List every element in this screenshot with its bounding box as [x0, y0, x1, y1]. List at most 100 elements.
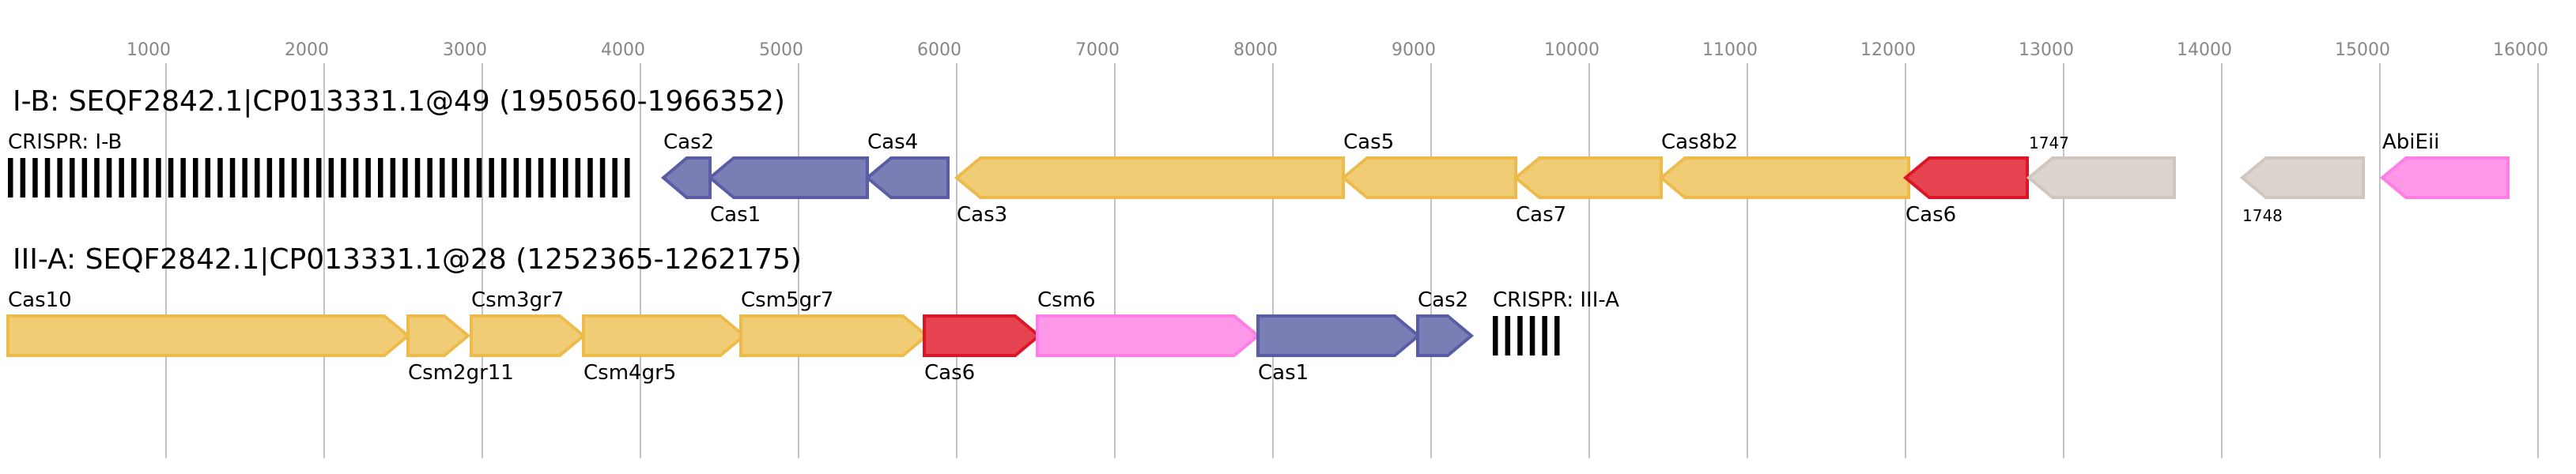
gene-label: Csm3gr7: [471, 288, 564, 312]
crispr-repeat: [81, 158, 88, 198]
crispr-repeat: [44, 158, 51, 198]
gene-cas5[interactable]: Cas5: [1340, 130, 1517, 199]
gene-arrow: [1340, 156, 1517, 199]
crispr-repeat: [279, 158, 285, 198]
crispr-repeat: [501, 158, 507, 198]
gene-arrow: [1513, 156, 1663, 199]
gene-cas1[interactable]: Cas1: [1256, 314, 1422, 385]
gene-label: CRISPR: III-A: [1493, 288, 1619, 312]
crispr-repeat: [217, 158, 223, 198]
crispr-repeat: [526, 158, 531, 198]
gene-cas3[interactable]: Cas3: [954, 156, 1345, 227]
crispr-repeat: [587, 158, 593, 198]
gene-arrow: [1902, 156, 2029, 199]
crispr-repeat: [464, 158, 470, 198]
gene-abieii[interactable]: AbiEii: [2379, 130, 2510, 199]
gene-arrow: [2379, 156, 2510, 199]
gene-arrow: [1036, 314, 1261, 357]
crispr-repeat: [32, 158, 38, 198]
crispr-repeat: [131, 158, 137, 198]
gene-csm2gr11[interactable]: Csm2gr11: [406, 314, 514, 385]
crispr-repeat: [563, 158, 568, 198]
gene-label: Cas10: [8, 288, 72, 312]
crispr-repeat: [1517, 316, 1523, 356]
crispr-repeat: [20, 158, 26, 198]
crispr-repeat: [599, 158, 606, 198]
gene-cas1[interactable]: Cas1: [707, 156, 869, 227]
gene-arrow: [864, 156, 950, 199]
gene-label: Csm6: [1037, 288, 1096, 312]
crispr-repeat: [625, 158, 630, 198]
gene-cas2[interactable]: Cas2: [660, 130, 714, 199]
gene-arrow: [707, 156, 869, 199]
locus-title-iiia: III-A: SEQF2842.1|CP013331.1@28 (1252365…: [13, 243, 802, 276]
crispr-repeat: [390, 158, 396, 198]
gene-label: Cas5: [1343, 130, 1394, 154]
crispr-repeat: [1542, 316, 1547, 356]
gene-label: AbiEii: [2382, 130, 2439, 154]
gene-csm4gr5[interactable]: Csm4gr5: [582, 314, 747, 385]
crispr-repeat: [229, 158, 236, 198]
gene-cas6[interactable]: Cas6: [1902, 156, 2029, 227]
gene-cas4[interactable]: Cas4: [864, 130, 950, 199]
gene-label: Cas3: [957, 203, 1007, 227]
gene-label: Cas2: [663, 130, 714, 154]
crispr-repeat: [341, 158, 346, 198]
axis-tick-label: 6000: [917, 40, 961, 60]
crispr-repeat: [242, 158, 247, 198]
crispr-repeat: [304, 158, 309, 198]
crispr-repeat: [156, 158, 161, 198]
axis-tick-label: 7000: [1075, 40, 1120, 60]
crispr-repeat: [255, 158, 260, 198]
crispr-repeat: [451, 158, 458, 198]
gene-label: Csm4gr5: [584, 361, 676, 385]
crispr-repeat: [316, 158, 322, 198]
gene-cas10[interactable]: Cas10: [6, 288, 411, 357]
gene-arrow: [660, 156, 712, 199]
crispr-repeat: [612, 158, 618, 198]
gene-arrow: [2239, 156, 2365, 199]
gene-csm3gr7[interactable]: Csm3gr7: [470, 288, 587, 357]
axis-tick-label: 9000: [1392, 40, 1436, 60]
gene-1748[interactable]: 1748: [2239, 156, 2365, 225]
gene-crispr-iii-a[interactable]: CRISPR: III-A: [1493, 288, 1619, 356]
gene-cas2[interactable]: Cas2: [1416, 288, 1475, 357]
gene-crispr-i-b[interactable]: CRISPR: I-B: [8, 130, 630, 198]
axis-tick-label: 2000: [285, 40, 329, 60]
axis-tick-label: 1000: [127, 40, 171, 60]
gene-1747[interactable]: 1747: [2026, 134, 2176, 199]
crispr-repeat: [180, 158, 186, 198]
gene-label: Cas6: [1906, 203, 1956, 227]
crispr-repeat: [8, 158, 13, 198]
gene-label: Csm2gr11: [408, 361, 514, 385]
crispr-repeat: [353, 158, 359, 198]
locus-row-ib: CRISPR: I-B Cas2 Cas1 Cas4 Cas3 Cas5 Cas7 Cas8b…: [8, 130, 2510, 227]
crispr-repeat: [575, 158, 581, 198]
crispr-repeat: [57, 158, 62, 198]
gene-cas7[interactable]: Cas7: [1513, 156, 1663, 227]
crispr-repeat: [291, 158, 297, 198]
gene-arrow: [954, 156, 1345, 199]
gene-label: 1748: [2242, 206, 2283, 225]
grid-and-axis: 1000 2000 3000 4000 5000 6000 7000 8000 9000 1000…: [127, 40, 2548, 458]
gene-label: Cas8b2: [1661, 130, 1738, 154]
gene-arrow: [470, 314, 587, 357]
gene-csm5gr7[interactable]: Csm5gr7: [739, 288, 930, 357]
axis-tick-label: 8000: [1233, 40, 1278, 60]
gene-arrow: [406, 314, 471, 357]
gene-label: Cas2: [1418, 288, 1468, 312]
crispr-repeat: [143, 158, 149, 198]
crispr-repeat: [266, 158, 273, 198]
crispr-repeat: [119, 158, 124, 198]
gene-cas6[interactable]: Cas6: [923, 314, 1042, 385]
gene-cas8b2[interactable]: Cas8b2: [1658, 130, 1910, 199]
gene-label: CRISPR: I-B: [8, 130, 122, 154]
gene-csm6[interactable]: Csm6: [1036, 288, 1261, 357]
crispr-repeat: [378, 158, 383, 198]
axis-tick-label: 12000: [1860, 40, 1916, 60]
axis-tick-label: 14000: [2177, 40, 2232, 60]
crispr-repeat: [1493, 316, 1498, 356]
crispr-repeat: [328, 158, 334, 198]
crispr-repeat: [168, 158, 174, 198]
